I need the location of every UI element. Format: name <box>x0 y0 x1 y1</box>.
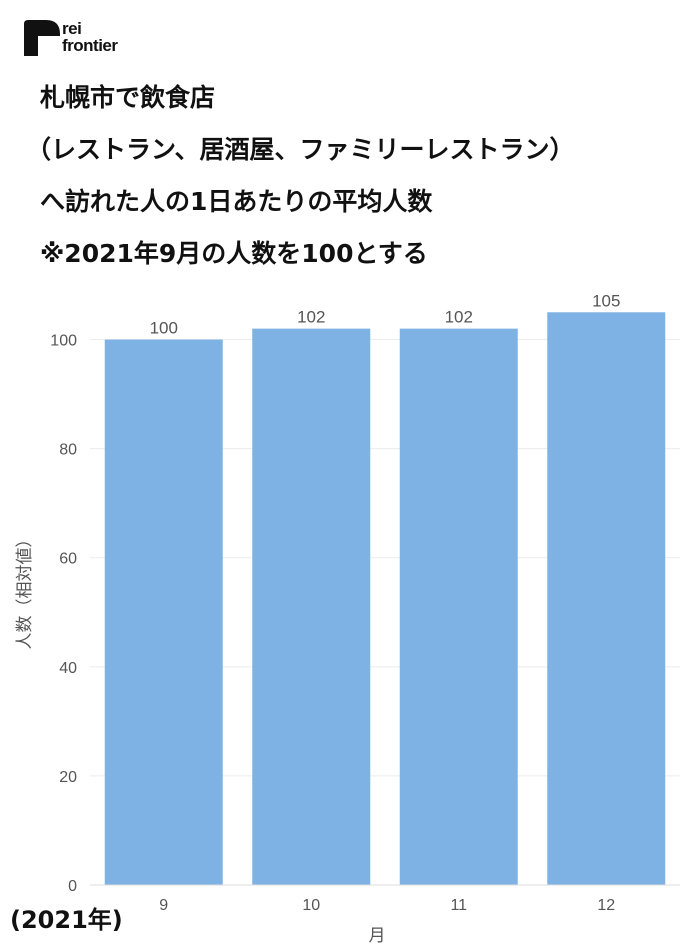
chart-title: 札幌市で飲食店 （レストラン、居酒屋、ファミリーレストラン） へ訪れた人の1日あ… <box>26 72 690 280</box>
x-tick-label: 12 <box>597 897 615 914</box>
bar-data-label: 100 <box>150 319 178 338</box>
brand-name-line2: frontier <box>62 36 118 55</box>
bar <box>104 339 223 885</box>
bar-data-label: 105 <box>592 291 620 310</box>
y-tick-label: 80 <box>59 442 77 459</box>
year-footnote: (2021年) <box>10 906 123 934</box>
y-tick-label: 100 <box>50 333 77 350</box>
y-tick-label: 40 <box>59 660 77 677</box>
y-axis-label: 人数（相対値） <box>15 531 35 650</box>
chart-title-line-1: 札幌市で飲食店 <box>40 83 216 112</box>
chart-title-line-3: へ訪れた人の1日あたりの平均人数 <box>40 187 433 216</box>
x-tick-label: 10 <box>302 897 320 914</box>
brand-logo-mark-icon <box>24 20 60 56</box>
chart-title-line-2: （レストラン、居酒屋、ファミリーレストラン） <box>26 135 575 164</box>
bar-chart: 0 20 40 60 80 100 100 9 102 10 102 11 105 12 月 人数（相対値） <box>15 291 680 946</box>
bar <box>547 312 666 886</box>
x-axis-label: 月 <box>369 926 386 946</box>
brand-name-line1: rei <box>62 19 82 38</box>
chart-title-line-4: ※2021年9月の人数を100とする <box>40 239 428 268</box>
brand-name: rei frontier <box>62 20 118 54</box>
x-tick-label: 11 <box>450 897 467 914</box>
y-tick-label: 60 <box>59 551 77 568</box>
brand-logo: rei frontier <box>24 20 164 60</box>
y-tick-label: 20 <box>59 769 77 786</box>
x-tick-label: 9 <box>159 897 168 914</box>
y-tick-label: 0 <box>68 878 77 895</box>
bar-data-label: 102 <box>445 308 473 327</box>
bar-data-label: 102 <box>297 308 325 327</box>
bar <box>399 328 518 885</box>
bar <box>252 328 371 885</box>
